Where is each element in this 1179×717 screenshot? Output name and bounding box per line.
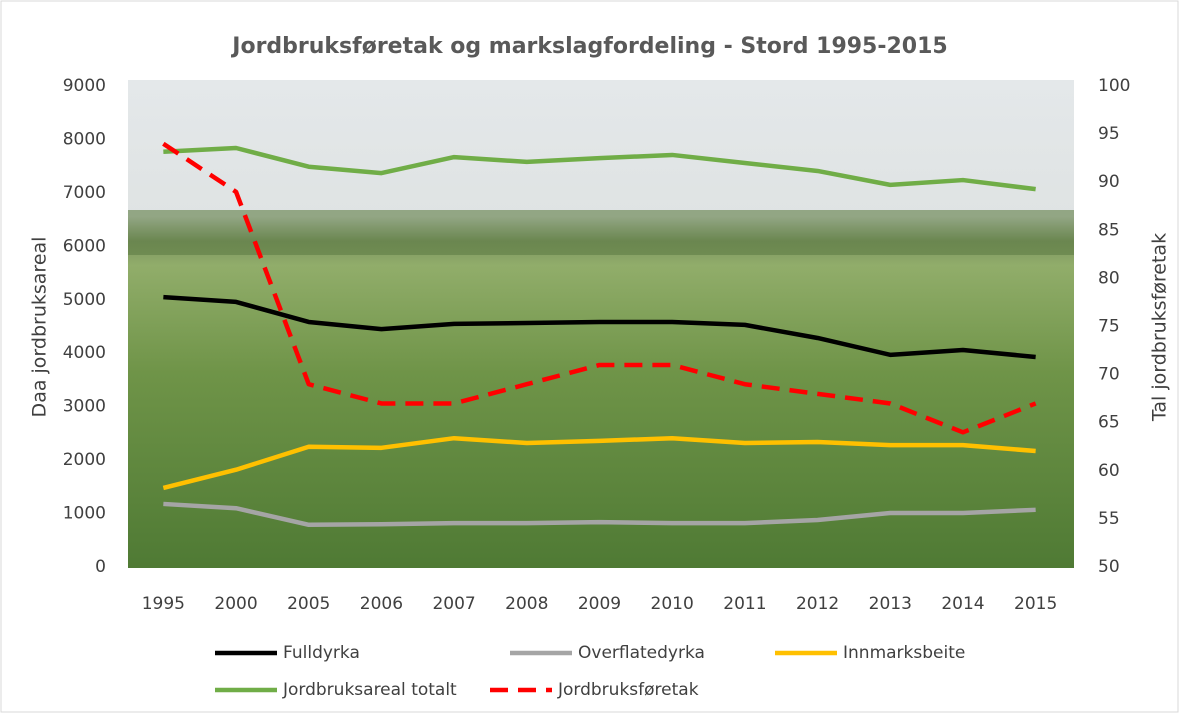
y2-tick-label: 55 bbox=[1098, 509, 1120, 529]
x-tick-label: 2011 bbox=[723, 594, 766, 614]
x-tick-label: 2014 bbox=[941, 594, 984, 614]
y-tick-label: 7000 bbox=[63, 183, 106, 203]
y2-tick-label: 50 bbox=[1098, 557, 1120, 577]
y2-tick-label: 95 bbox=[1098, 124, 1120, 144]
y-tick-label: 0 bbox=[95, 557, 106, 577]
y2-tick-label: 65 bbox=[1098, 413, 1120, 433]
x-tick-label: 2015 bbox=[1014, 594, 1057, 614]
y2-tick-label: 90 bbox=[1098, 172, 1120, 192]
legend-label: Innmarksbeite bbox=[843, 643, 965, 663]
y-tick-label: 5000 bbox=[63, 290, 106, 310]
x-tick-label: 2009 bbox=[578, 594, 621, 614]
y-tick-label: 4000 bbox=[63, 343, 106, 363]
legend-label: Fulldyrka bbox=[283, 643, 360, 663]
y-axis-title: Daa jordbruksareal bbox=[29, 237, 51, 418]
chart: Jordbruksføretak og markslagfordeling - … bbox=[0, 0, 1179, 713]
x-tick-label: 2012 bbox=[796, 594, 839, 614]
y-tick-label: 3000 bbox=[63, 397, 106, 417]
x-tick-label: 2010 bbox=[651, 594, 694, 614]
y2-tick-label: 70 bbox=[1098, 365, 1120, 385]
y-tick-label: 8000 bbox=[63, 129, 106, 149]
x-tick-label: 2006 bbox=[360, 594, 403, 614]
y2-tick-label: 100 bbox=[1098, 76, 1130, 96]
y-tick-label: 6000 bbox=[63, 236, 106, 256]
x-tick-label: 2005 bbox=[287, 594, 330, 614]
legend-label: Jordbruksføretak bbox=[557, 680, 699, 700]
y2-tick-label: 60 bbox=[1098, 461, 1120, 481]
legend-label: Overflatedyrka bbox=[578, 643, 705, 663]
y-tick-label: 2000 bbox=[63, 450, 106, 470]
y2-tick-label: 85 bbox=[1098, 220, 1120, 240]
y2-tick-label: 75 bbox=[1098, 317, 1120, 337]
y-tick-label: 1000 bbox=[63, 504, 106, 524]
tree-line bbox=[128, 210, 1074, 255]
legend-label: Jordbruksareal totalt bbox=[282, 680, 457, 700]
y2-tick-label: 80 bbox=[1098, 268, 1120, 288]
x-tick-label: 2008 bbox=[505, 594, 548, 614]
x-tick-label: 2007 bbox=[432, 594, 475, 614]
x-tick-label: 1995 bbox=[142, 594, 185, 614]
y-tick-label: 9000 bbox=[63, 76, 106, 96]
x-tick-label: 2000 bbox=[214, 594, 257, 614]
chart-title: Jordbruksføretak og markslagfordeling - … bbox=[230, 34, 947, 59]
x-tick-label: 2013 bbox=[869, 594, 912, 614]
y2-axis-title: Tal jordbruksføretak bbox=[1149, 233, 1171, 422]
